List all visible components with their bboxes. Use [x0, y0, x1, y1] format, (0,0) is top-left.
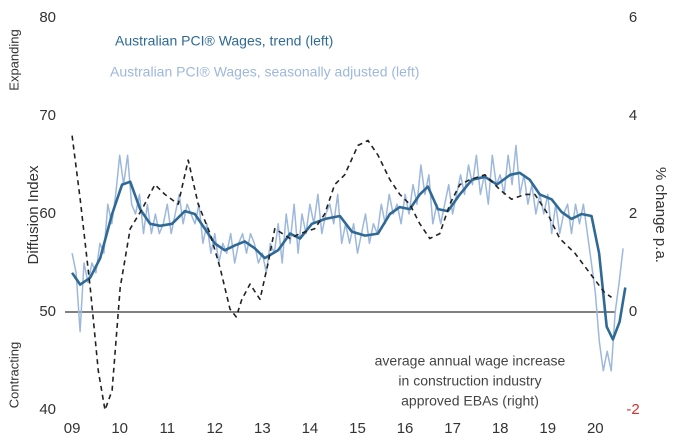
- series-line: [71, 135, 612, 411]
- x-tick-label: 18: [492, 420, 509, 437]
- series-line: [71, 171, 627, 341]
- y2-tick-label: 0: [629, 303, 637, 320]
- y2-tick-label: 2: [629, 205, 637, 222]
- lower-zone-label: Contracting: [6, 342, 21, 408]
- y2-tick-label: -2: [626, 401, 639, 418]
- y-tick-label: 50: [39, 303, 56, 320]
- y2-tick-label: 4: [629, 107, 637, 124]
- y-tick-label: 60: [39, 205, 56, 222]
- x-tick-label: 12: [206, 420, 223, 437]
- x-tick-label: 19: [539, 420, 556, 437]
- x-tick-label: 10: [111, 420, 128, 437]
- annotation: approved EBAs (right): [401, 393, 539, 409]
- x-tick-label: 16: [397, 420, 414, 437]
- x-tick-label: 13: [254, 420, 271, 437]
- upper-zone-label: Expanding: [6, 29, 21, 90]
- y-axis-label: Diffusion Index: [25, 165, 42, 264]
- x-tick-label: 11: [159, 420, 175, 437]
- annotation: average annual wage increase: [375, 353, 566, 369]
- y2-tick-label: 6: [629, 9, 637, 26]
- legend-entry: Australian PCI® Wages, trend (left): [115, 33, 333, 49]
- legend-entry: Australian PCI® Wages, seasonally adjust…: [110, 64, 419, 80]
- y-tick-label: 40: [39, 401, 56, 418]
- x-tick-label: 09: [64, 420, 81, 437]
- x-tick-label: 15: [349, 420, 366, 437]
- x-tick-label: 20: [587, 420, 604, 437]
- x-tick-label: 17: [444, 420, 461, 437]
- y-tick-label: 70: [39, 107, 56, 124]
- y-tick-label: 80: [39, 9, 56, 26]
- series-line: [71, 144, 624, 372]
- y2-axis-label: % change p.a.: [652, 167, 669, 263]
- annotation: in construction industry: [398, 373, 541, 389]
- x-tick-label: 14: [302, 420, 319, 437]
